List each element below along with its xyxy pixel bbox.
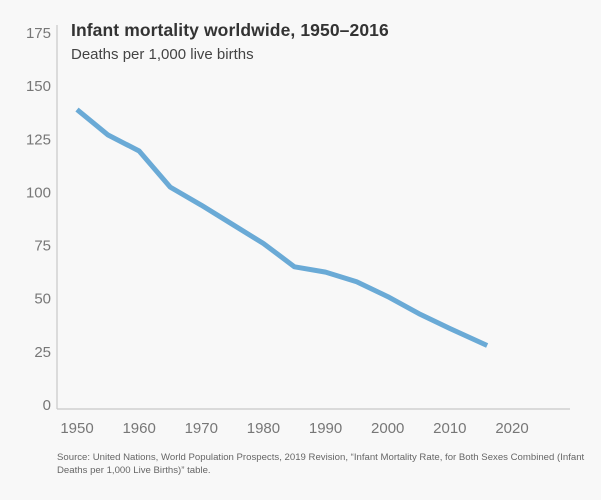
series-group: [75, 107, 489, 348]
x-tick-label: 2010: [433, 420, 466, 437]
x-tick-label: 1980: [247, 420, 280, 437]
x-tick-label: 1970: [185, 420, 218, 437]
x-axis-ticks: 1950 1960 1970 1980 1990 2000 2010 2020: [60, 420, 528, 437]
x-tick-label: 1950: [60, 420, 93, 437]
x-tick-label: 1990: [309, 420, 342, 437]
source-note: Source: United Nations, World Population…: [57, 452, 585, 476]
y-axis-ticks: 0 25 50 75 100 125 150 175: [26, 25, 51, 414]
y-tick-label: 125: [26, 131, 51, 148]
x-tick-label: 2000: [371, 420, 404, 437]
series-line: [75, 107, 489, 348]
y-tick-label: 25: [34, 344, 51, 361]
y-tick-label: 175: [26, 25, 51, 42]
y-tick-label: 50: [34, 291, 51, 308]
y-tick-label: 100: [26, 184, 51, 201]
y-tick-label: 0: [43, 397, 51, 414]
chart-title: Infant mortality worldwide, 1950–2016: [71, 20, 389, 40]
x-tick-label: 2020: [495, 420, 528, 437]
x-tick-label: 1960: [122, 420, 155, 437]
y-tick-label: 150: [26, 78, 51, 95]
y-tick-label: 75: [34, 238, 51, 255]
chart-subtitle: Deaths per 1,000 live births: [71, 46, 254, 63]
